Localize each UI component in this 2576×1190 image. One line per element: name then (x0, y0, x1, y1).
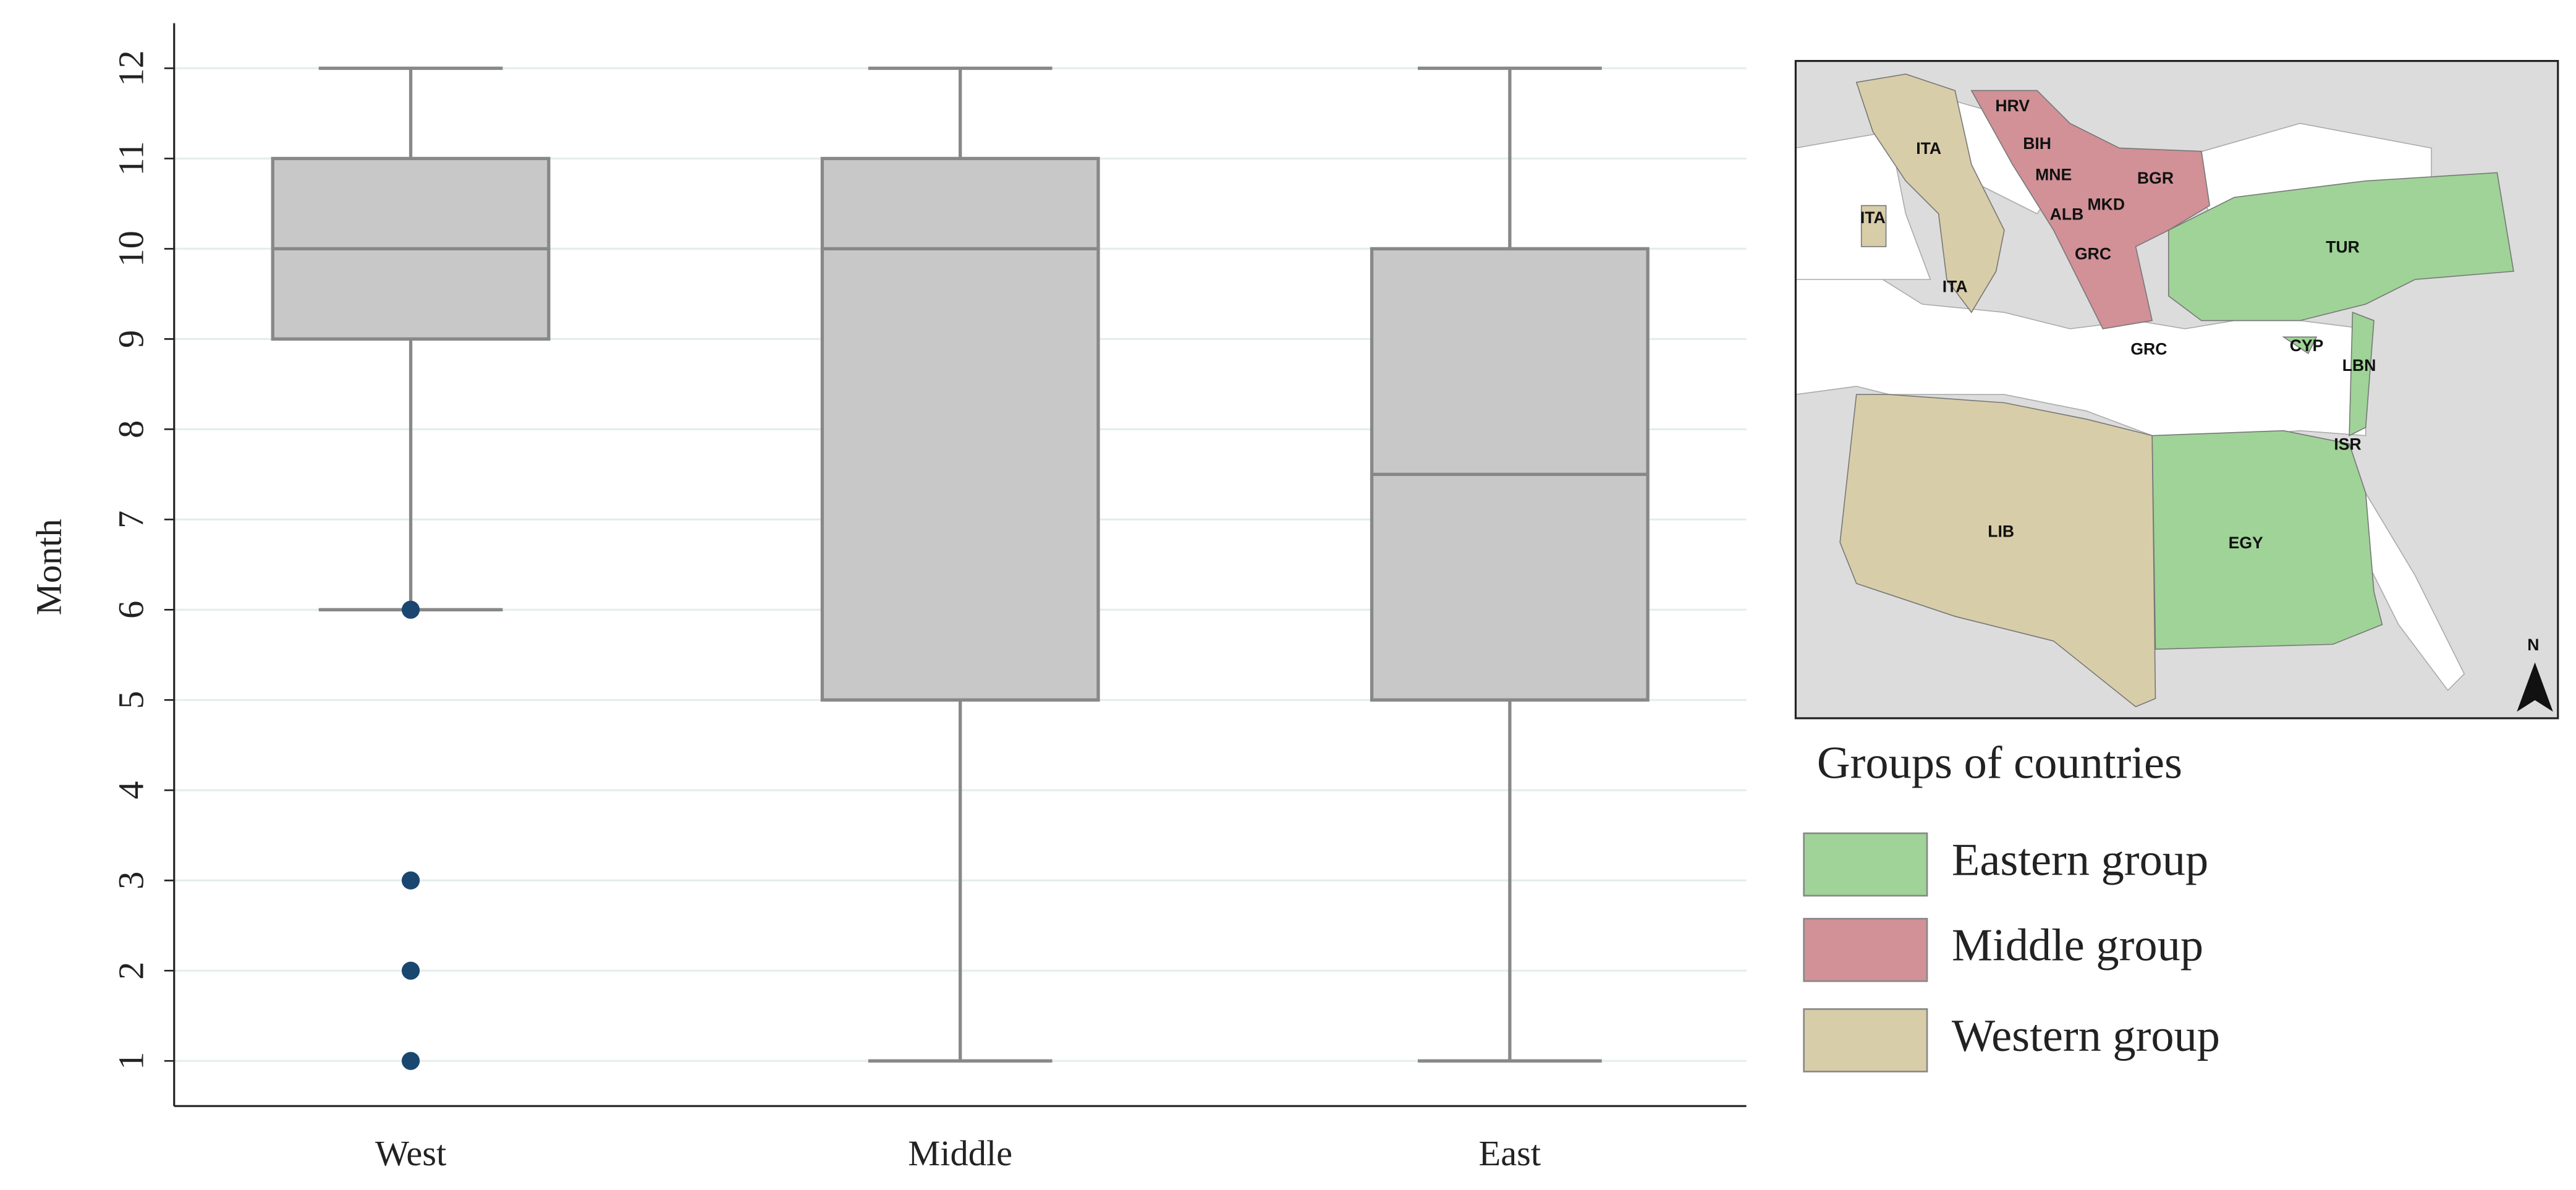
legend-label: Eastern group (1952, 835, 2208, 886)
country-label: MKD (2087, 195, 2125, 214)
map-frame (1794, 60, 2559, 720)
legend: Eastern group Middle group Western group (1803, 832, 2220, 1073)
outlier (401, 871, 420, 890)
country-label: N (2527, 635, 2539, 654)
box (820, 156, 1100, 702)
country-label: TUR (2326, 238, 2360, 257)
y-tick-label: 3 (111, 872, 151, 890)
y-tick-label: 8 (111, 420, 151, 438)
y-tick-label: 9 (111, 330, 151, 348)
country-label: GRC (2075, 244, 2111, 263)
sea (1795, 98, 2465, 691)
country-label: MNE (2035, 166, 2072, 184)
map (1795, 61, 2558, 718)
legend-label: Western group (1952, 1011, 2220, 1061)
country-label: ITA (1943, 277, 1968, 295)
y-tick-label: 11 (111, 141, 151, 176)
y-tick-label: 4 (111, 781, 151, 799)
y-tick-label: 7 (111, 511, 151, 529)
country-label: EGY (2229, 533, 2263, 552)
y-tick-label: 6 (111, 601, 151, 619)
y-axis-label: Month (28, 519, 69, 615)
x-tick-label: East (1479, 1133, 1541, 1173)
legend-title: Groups of countries (1817, 738, 2182, 789)
country-label: HRV (1995, 96, 2030, 115)
outlier (401, 961, 420, 980)
country-label: GRC (2130, 339, 2167, 358)
country-label: ITA (1860, 208, 1886, 227)
y-tick-label: 5 (111, 691, 151, 709)
country-label: LBN (2342, 356, 2376, 375)
y-tick-label: 12 (111, 50, 151, 86)
country-label: ALB (2050, 205, 2084, 223)
outlier (401, 1052, 420, 1070)
y-tick-label: 1 (111, 1052, 151, 1070)
legend-swatch (1803, 832, 1928, 897)
legend-swatch (1803, 917, 1928, 982)
y-tick-label: 10 (111, 231, 151, 266)
country-label: CYP (2290, 336, 2324, 355)
country-label: ISR (2334, 435, 2361, 454)
outlier (401, 600, 420, 619)
legend-label: Middle group (1952, 920, 2203, 971)
legend-swatch (1803, 1008, 1928, 1073)
country-label: BGR (2137, 169, 2174, 187)
x-tick-label: Middle (908, 1133, 1012, 1173)
countries (1839, 74, 2514, 708)
country-label: ITA (1916, 139, 1941, 158)
country-label: BIH (2023, 134, 2051, 153)
x-tick-label: West (375, 1133, 446, 1173)
north-arrow (2517, 662, 2553, 712)
country-label: LIB (1988, 522, 2014, 541)
y-tick-label: 2 (111, 962, 151, 980)
